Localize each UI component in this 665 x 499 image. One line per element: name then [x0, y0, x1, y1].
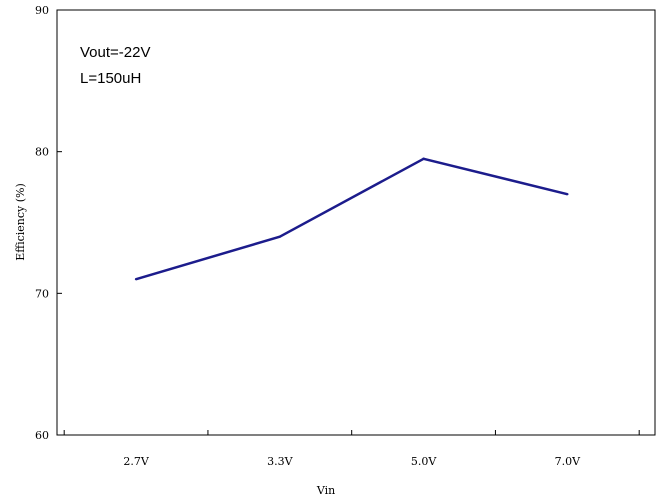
plot-frame — [56, 9, 656, 436]
y-tick-label: 70 — [35, 287, 49, 300]
x-tick-label: 7.0V — [555, 455, 581, 468]
series-group — [134, 157, 569, 281]
series-line — [135, 157, 568, 281]
data-point — [134, 277, 138, 281]
x-tick-label: 5.0V — [411, 455, 437, 468]
x-tick-label: 2.7V — [123, 455, 149, 468]
annotation-inductance: L=150uH — [80, 70, 141, 87]
data-point — [566, 192, 569, 196]
y-axis-title: Efficiency (%) — [14, 183, 27, 261]
x-tick-label: 3.3V — [267, 455, 293, 468]
data-point — [422, 157, 425, 160]
x-axis: 2.7V 3.3V 5.0V 7.0V — [63, 430, 640, 468]
y-tick-label: 60 — [35, 429, 49, 442]
x-axis-title: Vin — [316, 484, 335, 497]
y-axis: 60 70 80 90 — [35, 4, 62, 442]
data-point — [278, 235, 282, 238]
annotation-vout: Vout=-22V — [80, 44, 150, 61]
y-tick-label: 90 — [35, 4, 49, 17]
y-tick-label: 80 — [35, 146, 49, 159]
